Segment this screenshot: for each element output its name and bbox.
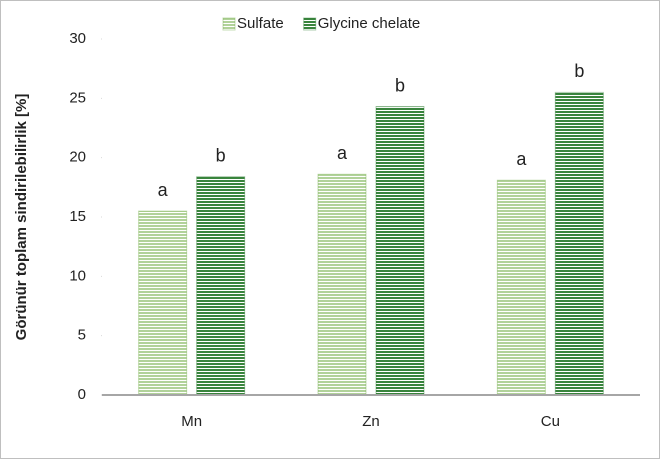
significance-letter: a [158, 180, 169, 200]
y-tick-label: 5 [78, 327, 86, 344]
significance-letter: b [574, 61, 584, 81]
bar [317, 173, 367, 396]
bar [196, 176, 246, 396]
y-tick-label: 20 [69, 149, 86, 166]
significance-letter: a [337, 143, 348, 163]
bar [554, 91, 604, 396]
y-axis-label: Görünür toplam sindirilebilirlik [%] [13, 94, 30, 341]
legend-swatch [303, 17, 317, 31]
x-tick-label: Zn [362, 413, 380, 430]
legend-label: Glycine chelate [318, 15, 421, 32]
significance-letter: b [395, 75, 405, 95]
significance-letter: b [216, 145, 226, 165]
legend-swatch [222, 17, 236, 31]
bar [138, 210, 188, 396]
legend-label: Sulfate [237, 15, 284, 32]
y-tick-label: 10 [69, 267, 86, 284]
y-tick-label: 25 [69, 89, 86, 106]
bar [375, 106, 425, 396]
y-tick-label: 0 [78, 386, 86, 403]
x-tick-label: Cu [541, 413, 560, 430]
significance-letter: a [516, 149, 527, 169]
bar [496, 179, 546, 396]
y-tick-label: 30 [69, 30, 86, 47]
y-tick-label: 15 [69, 208, 86, 225]
x-tick-label: Mn [181, 413, 202, 430]
